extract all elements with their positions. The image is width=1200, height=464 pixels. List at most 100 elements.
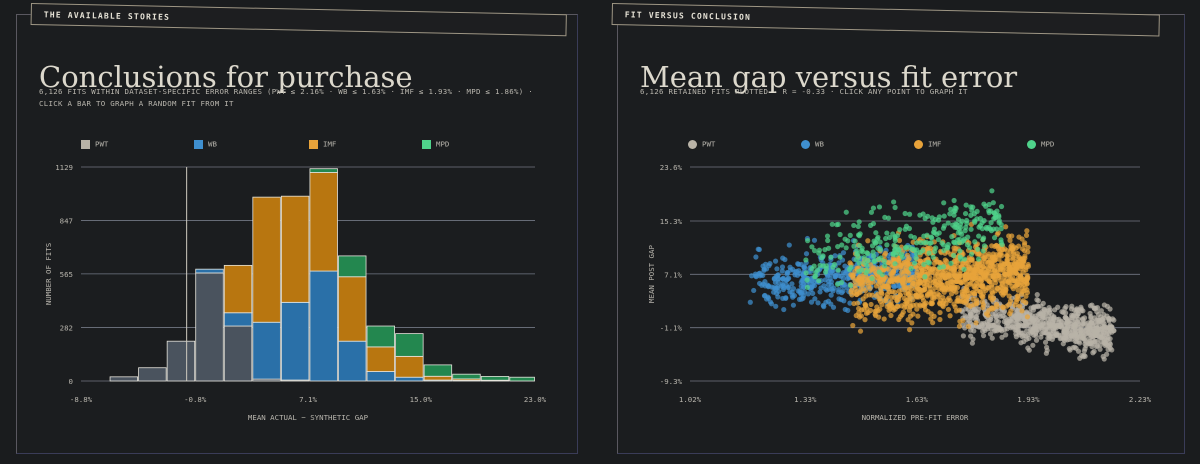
scatter-point	[812, 274, 818, 280]
scatter-point	[825, 298, 832, 304]
scatter-point	[850, 273, 856, 280]
legend-item-imf[interactable]: IMF	[309, 139, 336, 149]
scatter-point	[1077, 355, 1083, 361]
scatter-point	[954, 240, 960, 246]
scatter-point	[792, 272, 798, 278]
scatter-point	[845, 307, 851, 313]
histogram-panel: THE AVAILABLE STORIES Conclusions for pu…	[16, 3, 578, 454]
histogram-bar	[366, 346, 395, 372]
legend-item-mpd[interactable]: MPD	[1027, 139, 1054, 149]
scatter-point	[965, 323, 972, 330]
y-tick-label: -9.3%	[660, 377, 683, 386]
scatter-point	[883, 283, 889, 289]
scatter-point	[1015, 287, 1021, 293]
scatter-point	[902, 301, 908, 307]
scatter-point	[1043, 324, 1049, 330]
scatter-point	[876, 314, 882, 320]
scatter-point	[876, 269, 882, 275]
scatter-point	[810, 290, 816, 296]
scatter-point	[949, 286, 955, 292]
scatter-point	[822, 247, 828, 253]
scatter-point	[1034, 292, 1040, 298]
scatter-point	[906, 256, 912, 262]
legend-swatch	[309, 139, 318, 149]
scatter-point	[1052, 307, 1058, 313]
scatter-point	[810, 282, 816, 288]
scatter-point	[839, 242, 845, 248]
legend-swatch	[422, 139, 431, 149]
scatter-point	[834, 281, 841, 287]
scatter-point	[991, 322, 997, 329]
scatter-point	[779, 281, 786, 287]
scatter-point	[1000, 288, 1006, 295]
legend-item-mpd[interactable]: MPD	[422, 139, 449, 149]
scatter-point	[1076, 320, 1082, 326]
scatter-point	[922, 307, 929, 313]
histogram-bar	[395, 376, 424, 382]
scatter-point	[973, 301, 980, 307]
scatter-point	[856, 219, 862, 225]
histogram-bar	[223, 312, 253, 327]
scatter-point	[970, 296, 976, 302]
scatter-point	[978, 252, 984, 259]
legend-item-wb[interactable]: WB	[194, 139, 217, 149]
scatter-point	[962, 228, 968, 234]
scatter-point	[840, 288, 846, 294]
histogram-bar	[395, 333, 424, 357]
scatter-point	[1014, 282, 1020, 288]
scatter-point	[774, 285, 780, 291]
scatter-point	[896, 316, 902, 323]
legend-swatch	[81, 139, 90, 149]
scatter-point	[825, 237, 831, 244]
scatter-point	[952, 304, 958, 310]
scatter-point	[783, 295, 789, 302]
legend-item-imf[interactable]: IMF	[914, 139, 941, 149]
legend-item-pwt[interactable]: PWT	[688, 139, 715, 149]
scatter-point	[872, 308, 878, 314]
scatter-point	[1024, 289, 1031, 296]
scatter-point	[892, 234, 898, 240]
scatter-point	[1027, 319, 1033, 325]
scatter-point	[897, 227, 903, 233]
scatter-point	[818, 255, 825, 261]
scatter-point	[853, 291, 860, 298]
scatter-point	[1013, 327, 1019, 333]
scatter-point	[862, 302, 869, 308]
scatter-point	[889, 275, 895, 282]
scatter-point	[870, 253, 877, 259]
histogram-bar	[280, 195, 310, 303]
scatter-point	[838, 297, 844, 303]
scatter-point	[785, 270, 791, 276]
scatter-point	[781, 306, 787, 313]
legend-dot	[688, 139, 697, 149]
scatter-panel: FIT VERSUS CONCLUSION Mean gap versus fi…	[611, 3, 1185, 454]
scatter-point	[1102, 324, 1109, 330]
scatter-point	[946, 272, 952, 278]
scatter-point	[902, 284, 908, 290]
scatter-point	[1067, 347, 1073, 353]
scatter-point	[990, 311, 996, 317]
scatter-point	[968, 280, 974, 286]
scatter-point	[1026, 347, 1032, 353]
scatter-point	[936, 276, 943, 282]
scatter-point	[1074, 306, 1080, 312]
legend-item-pwt[interactable]: PWT	[81, 139, 108, 149]
scatter-point	[847, 232, 853, 238]
scatter-point	[1006, 301, 1013, 307]
scatter-point	[991, 268, 998, 274]
scatter-point	[809, 244, 815, 250]
legend-label: MPD	[436, 139, 450, 149]
chart-subtitle: 6,126 FITS WITHIN DATASET-SPECIFIC ERROR…	[39, 87, 533, 108]
scatter-point	[976, 275, 982, 282]
scatter-point	[980, 328, 986, 334]
scatter-point	[946, 295, 952, 301]
scatter-point	[961, 288, 967, 294]
scatter-point	[917, 258, 923, 264]
scatter-point	[998, 226, 1004, 232]
legend-item-wb[interactable]: WB	[801, 139, 824, 149]
scatter-point	[936, 285, 942, 292]
scatter-point	[779, 268, 785, 274]
scatter-point	[789, 281, 795, 287]
scatter-point	[1012, 302, 1018, 308]
scatter-point	[1095, 311, 1102, 318]
